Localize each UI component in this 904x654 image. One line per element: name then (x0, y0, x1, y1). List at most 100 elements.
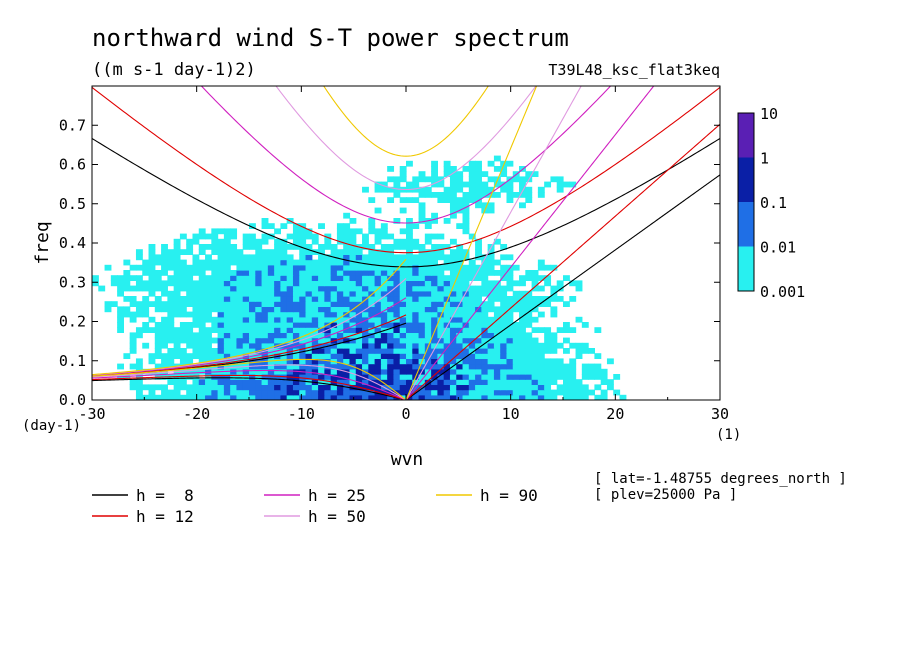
heatmap-cell (318, 337, 325, 344)
heatmap-cell (380, 186, 388, 193)
heatmap-cell (443, 368, 451, 375)
heatmap-cell (443, 244, 451, 250)
heatmap-cell (336, 223, 344, 229)
heatmap-cell (198, 316, 206, 323)
heatmap-cell (336, 353, 344, 359)
heatmap-cell (336, 275, 344, 281)
heatmap-cell (506, 389, 514, 396)
heatmap-cell (431, 181, 438, 188)
rossby-curve (92, 364, 405, 400)
heatmap-cell (311, 374, 319, 380)
inertia-gravity-curve (275, 86, 537, 191)
heatmap-cell (512, 296, 520, 302)
heatmap-cell (249, 379, 256, 385)
heatmap-cell (198, 379, 206, 385)
heatmap-cell (223, 233, 231, 240)
heatmap-cell (531, 348, 539, 354)
heatmap-cell (600, 394, 608, 400)
heatmap-cell (274, 301, 281, 307)
heatmap-cell (330, 301, 338, 307)
heatmap-cell (443, 171, 451, 177)
heatmap-cell (393, 363, 401, 370)
heatmap-cell (374, 322, 382, 328)
heatmap-cell (537, 389, 545, 396)
heatmap-cell (387, 379, 395, 385)
heatmap-cell (355, 296, 363, 302)
heatmap-cell (475, 363, 482, 370)
heatmap-cell (519, 374, 526, 380)
heatmap-cell (393, 301, 401, 307)
heatmap-cell (274, 280, 281, 287)
heatmap-cell (387, 374, 395, 380)
heatmap-cell (311, 348, 319, 354)
heatmap-cell (330, 374, 338, 380)
heatmap-cell (418, 259, 426, 266)
heatmap-cell (431, 166, 438, 172)
heatmap-cell (173, 353, 181, 359)
heatmap-cell (299, 270, 307, 276)
heatmap-cell (406, 296, 413, 302)
heatmap-cell (355, 348, 363, 354)
heatmap-cell (167, 275, 175, 281)
heatmap-cell (142, 306, 150, 313)
heatmap-cell (186, 270, 194, 276)
heatmap-cell (161, 358, 168, 365)
heatmap-cell (506, 353, 514, 359)
heatmap-cell (305, 363, 313, 370)
heatmap-cell (437, 301, 445, 307)
heatmap-cell (280, 384, 288, 391)
heatmap-cell (380, 322, 388, 328)
heatmap-cell (192, 348, 200, 354)
heatmap-cell (223, 327, 231, 333)
heatmap-cell (280, 363, 288, 370)
heatmap-cell (399, 389, 407, 396)
heatmap-cell (255, 285, 263, 292)
heatmap-cell (230, 259, 238, 266)
heatmap-cell (443, 358, 451, 365)
heatmap-cell (519, 363, 526, 370)
heatmap-cell (142, 296, 150, 302)
heatmap-cell (318, 306, 325, 313)
heatmap-cell (475, 186, 482, 193)
heatmap-cell (292, 327, 300, 333)
heatmap-cell (324, 264, 332, 271)
heatmap-cell (292, 353, 300, 359)
heatmap-cell (192, 332, 200, 339)
heatmap-cell (142, 342, 150, 349)
heatmap-cell (236, 394, 244, 400)
heatmap-cell (179, 306, 187, 313)
heatmap-cell (368, 275, 376, 281)
heatmap-cell (475, 332, 482, 339)
heatmap-cell (192, 306, 200, 313)
heatmap-cell (318, 327, 325, 333)
heatmap-cell (186, 394, 194, 400)
heatmap-cell (292, 301, 300, 307)
heatmap-cell (236, 311, 244, 318)
heatmap-cell (418, 301, 426, 307)
heatmap-cell (236, 353, 244, 359)
heatmap-cell (117, 311, 124, 318)
chart-title: northward wind S-T power spectrum (92, 24, 569, 52)
heatmap-cell (349, 316, 357, 323)
heatmap-cell (475, 306, 482, 313)
heatmap-cell (343, 379, 351, 385)
heatmap-cell (431, 374, 438, 380)
heatmap-cell (569, 374, 577, 380)
heatmap-cell (418, 176, 426, 183)
heatmap-cell (286, 296, 294, 302)
heatmap-cell (299, 394, 307, 400)
heatmap-cell (393, 348, 401, 354)
heatmap-cell (544, 280, 552, 287)
heatmap-cell (487, 296, 495, 302)
x-tick-label: -30 (78, 405, 105, 423)
heatmap-cell (161, 337, 168, 344)
heatmap-cell (117, 316, 124, 323)
heatmap-cell (343, 332, 351, 339)
heatmap-cell (468, 342, 476, 349)
heatmap-cell (393, 379, 401, 385)
heatmap-cell (399, 311, 407, 318)
heatmap-cell (594, 363, 602, 370)
heatmap-cell (487, 316, 495, 323)
heatmap-cell (563, 363, 570, 370)
heatmap-cell (443, 254, 451, 261)
